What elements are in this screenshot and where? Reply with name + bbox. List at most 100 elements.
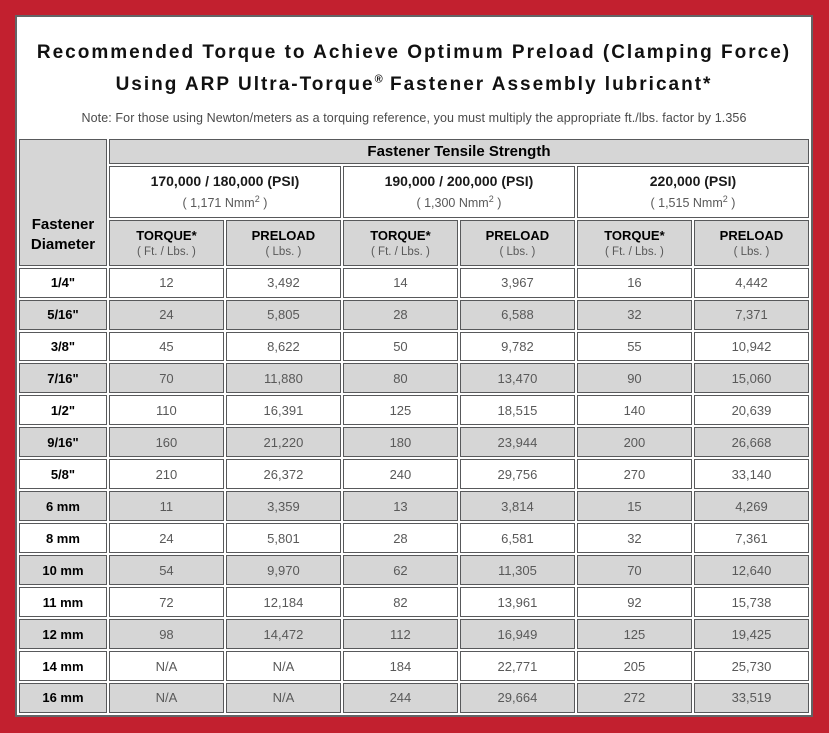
value-cell: 205 <box>576 651 692 681</box>
value-cell: 3,814 <box>459 491 575 522</box>
value-cell: 9,782 <box>459 331 575 362</box>
value-cell: 8,622 <box>225 331 341 362</box>
value-cell: N/A <box>108 651 224 681</box>
value-cell: 3,967 <box>459 267 575 298</box>
value-cell: 184 <box>342 651 458 681</box>
nmm-post: ) <box>493 196 502 211</box>
value-cell: 7,361 <box>693 523 809 554</box>
value-cell: 25,730 <box>693 651 809 681</box>
value-cell: 11,880 <box>225 363 341 394</box>
value-cell: 200 <box>576 427 692 458</box>
value-cell: 125 <box>576 619 692 650</box>
torque-units: ( Ft. / Lbs. ) <box>605 245 664 258</box>
preload-column-header: PRELOAD ( Lbs. ) <box>225 219 341 266</box>
preload-label: PRELOAD <box>719 227 784 243</box>
corner-label-line1: Fastener <box>31 216 95 234</box>
nmm-pre: ( 1,300 Nmm <box>416 196 489 211</box>
nmm-value: ( 1,515 Nmm2 ) <box>580 194 806 210</box>
torque-label: TORQUE* <box>604 227 665 243</box>
value-cell: 23,944 <box>459 427 575 458</box>
value-cell: 90 <box>576 363 692 394</box>
table-row: 3/8" 45 8,622 50 9,782 55 10,942 <box>19 331 809 362</box>
diameter-cell: 12 mm <box>19 619 107 650</box>
psi-value: 170,000 / 180,000 (PSI) <box>150 173 300 190</box>
table-row: 5/8" 210 26,372 240 29,756 270 33,140 <box>19 459 809 490</box>
value-cell: 16,391 <box>225 395 341 426</box>
value-cell: 12 <box>108 267 224 298</box>
preload-label: PRELOAD <box>251 227 316 243</box>
torque-column-header: TORQUE* ( Ft. / Lbs. ) <box>108 219 224 266</box>
table-row: 6 mm 11 3,359 13 3,814 15 4,269 <box>19 491 809 522</box>
value-cell: 110 <box>108 395 224 426</box>
value-cell: 70 <box>576 555 692 586</box>
value-cell: 15,060 <box>693 363 809 394</box>
value-cell: 13 <box>342 491 458 522</box>
value-cell: 13,961 <box>459 587 575 618</box>
value-cell: 13,470 <box>459 363 575 394</box>
table-row: 5/16" 24 5,805 28 6,588 32 7,371 <box>19 299 809 330</box>
value-cell: 15,738 <box>693 587 809 618</box>
value-cell: 270 <box>576 459 692 490</box>
value-cell: 210 <box>108 459 224 490</box>
torque-column-header: TORQUE* ( Ft. / Lbs. ) <box>576 219 692 266</box>
corner-label-line2: Diameter <box>30 236 96 254</box>
diameter-cell: 1/2" <box>19 395 107 426</box>
value-cell: 62 <box>342 555 458 586</box>
diameter-cell: 7/16" <box>19 363 107 394</box>
value-cell: 7,371 <box>693 299 809 330</box>
value-cell: 5,805 <box>225 299 341 330</box>
value-cell: 11,305 <box>459 555 575 586</box>
value-cell: 92 <box>576 587 692 618</box>
table-row: 12 mm 98 14,472 112 16,949 125 19,425 <box>19 619 809 650</box>
nmm-pre: ( 1,515 Nmm <box>650 196 723 211</box>
value-cell: 29,756 <box>459 459 575 490</box>
value-cell: 272 <box>576 682 692 713</box>
column-header-row: TORQUE* ( Ft. / Lbs. ) PRELOAD ( Lbs. ) … <box>19 219 809 266</box>
strength-group-190-200: 190,000 / 200,000 (PSI) ( 1,300 Nmm2 ) <box>342 165 575 218</box>
preload-units: ( Lbs. ) <box>499 245 536 258</box>
value-cell: 82 <box>342 587 458 618</box>
nmm-sup: 2 <box>488 194 494 205</box>
value-cell: 28 <box>342 523 458 554</box>
table-row: 10 mm 54 9,970 62 11,305 70 12,640 <box>19 555 809 586</box>
torque-column-header: TORQUE* ( Ft. / Lbs. ) <box>342 219 458 266</box>
preload-column-header: PRELOAD ( Lbs. ) <box>693 219 809 266</box>
title-line2: Using ARP Ultra-Torque® Fastener Assembl… <box>116 74 713 95</box>
nmm-sup: 2 <box>722 194 728 205</box>
content-area: Recommended Torque to Achieve Optimum Pr… <box>15 15 813 717</box>
value-cell: 18,515 <box>459 395 575 426</box>
diameter-cell: 8 mm <box>19 523 107 554</box>
table-row: 1/2" 110 16,391 125 18,515 140 20,639 <box>19 395 809 426</box>
table-row: 11 mm 72 12,184 82 13,961 92 15,738 <box>19 587 809 618</box>
value-cell: 112 <box>342 619 458 650</box>
value-cell: 26,668 <box>693 427 809 458</box>
value-cell: 3,492 <box>225 267 341 298</box>
torque-units: ( Ft. / Lbs. ) <box>137 245 196 258</box>
value-cell: 19,425 <box>693 619 809 650</box>
diameter-cell: 5/16" <box>19 299 107 330</box>
value-cell: 12,640 <box>693 555 809 586</box>
corner-cell-fastener-diameter: Fastener Diameter <box>19 138 107 266</box>
value-cell: 22,771 <box>459 651 575 681</box>
strength-group-170-180: 170,000 / 180,000 (PSI) ( 1,171 Nmm2 ) <box>108 165 341 218</box>
preload-units: ( Lbs. ) <box>265 245 302 258</box>
value-cell: 244 <box>342 682 458 713</box>
table-header: Fastener Diameter Fastener Tensile Stren… <box>19 138 809 266</box>
value-cell: 20,639 <box>693 395 809 426</box>
value-cell: 33,140 <box>693 459 809 490</box>
title-line1: Recommended Torque to Achieve Optimum Pr… <box>36 42 792 63</box>
value-cell: 10,942 <box>693 331 809 362</box>
value-cell: 16,949 <box>459 619 575 650</box>
tensile-strength-header: Fastener Tensile Strength <box>108 138 809 164</box>
preload-units: ( Lbs. ) <box>733 245 770 258</box>
value-cell: 160 <box>108 427 224 458</box>
page-title: Recommended Torque to Achieve Optimum Pr… <box>25 37 803 102</box>
value-cell: 55 <box>576 331 692 362</box>
value-cell: 26,372 <box>225 459 341 490</box>
table-row: 8 mm 24 5,801 28 6,581 32 7,361 <box>19 523 809 554</box>
diameter-cell: 10 mm <box>19 555 107 586</box>
table-row: 7/16" 70 11,880 80 13,470 90 15,060 <box>19 363 809 394</box>
value-cell: 32 <box>576 299 692 330</box>
value-cell: 140 <box>576 395 692 426</box>
nmm-post: ) <box>259 196 268 211</box>
